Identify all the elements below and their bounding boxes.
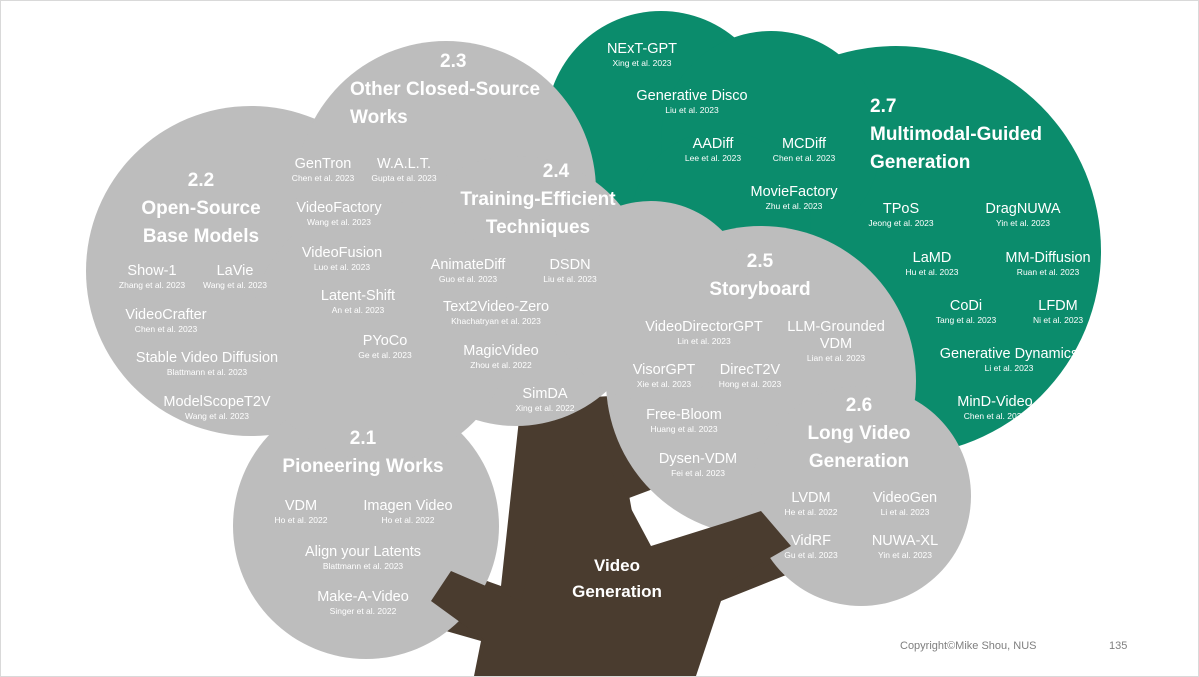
item-vdm[interactable]: VDM Ho et al. 2022 xyxy=(274,498,328,525)
item-lavie[interactable]: LaVie Wang et al. 2023 xyxy=(203,263,267,290)
section-2-2-heading: 2.2 Open-Source Base Models xyxy=(141,170,261,247)
section-2-1-heading: 2.1 Pioneering Works xyxy=(282,428,444,477)
item-lfdm[interactable]: LFDM Ni et al. 2023 xyxy=(1032,298,1084,325)
item-dragnuwa[interactable]: DragNUWA Yin et al. 2023 xyxy=(985,201,1061,228)
section-2-6-heading: 2.6 Long Video Generation xyxy=(807,395,911,472)
item-codi[interactable]: CoDi Tang et al. 2023 xyxy=(935,298,997,325)
item-videocrafter[interactable]: VideoCrafter Chen et al. 2023 xyxy=(125,307,207,334)
item-videodirectorgpt[interactable]: VideoDirectorGPT Lin et al. 2023 xyxy=(645,319,763,346)
item-dsdn[interactable]: DSDN Liu et al. 2023 xyxy=(543,257,597,284)
item-modelscopet2v[interactable]: ModelScopeT2V Wang et al. 2023 xyxy=(163,394,271,421)
section-2-5-heading: 2.5 Storyboard xyxy=(709,251,811,300)
item-make-a-video[interactable]: Make-A-Video Singer et al. 2022 xyxy=(317,589,409,616)
item-free-bloom[interactable]: Free-Bloom Huang et al. 2023 xyxy=(646,407,722,434)
item-pyoco[interactable]: PYoCo Ge et al. 2023 xyxy=(358,333,412,360)
copyright-text: Copyright©Mike Shou, NUS xyxy=(900,640,1037,652)
item-animatediff[interactable]: AnimateDiff Guo et al. 2023 xyxy=(430,257,506,284)
item-show-1[interactable]: Show-1 Zhang et al. 2023 xyxy=(118,263,186,290)
item-videogen[interactable]: VideoGen Li et al. 2023 xyxy=(872,490,938,517)
item-simda[interactable]: SimDA Xing et al. 2022 xyxy=(515,386,575,413)
item-nuwa-xl[interactable]: NUWA-XL Yin et al. 2023 xyxy=(871,533,939,560)
item-align-your-latents[interactable]: Align your Latents Blattmann et al. 2023 xyxy=(304,544,422,571)
item-tpos[interactable]: TPoS Jeong et al. 2023 xyxy=(868,201,934,228)
item-mm-diffusion[interactable]: MM-Diffusion Ruan et al. 2023 xyxy=(1005,250,1091,277)
item-gentron[interactable]: GenTron Chen et al. 2023 xyxy=(291,156,355,183)
item-text2video-zero[interactable]: Text2Video-Zero Khachatryan et al. 2023 xyxy=(442,299,550,326)
item-latent-shift[interactable]: Latent-Shift An et al. 2023 xyxy=(320,288,396,315)
item-generative-disco[interactable]: Generative Disco Liu et al. 2023 xyxy=(636,88,748,115)
item-lvdm[interactable]: LVDM He et al. 2022 xyxy=(784,490,838,517)
gray-canopy xyxy=(86,41,971,659)
tree-trunk-front xyxy=(431,431,791,676)
item-lamd[interactable]: LaMD Hu et al. 2023 xyxy=(905,250,959,277)
item-vidrf[interactable]: VidRF Gu et al. 2023 xyxy=(784,533,838,560)
item-aadiff[interactable]: AADiff Lee et al. 2023 xyxy=(684,136,742,163)
item-videofactory[interactable]: VideoFactory Wang et al. 2023 xyxy=(296,200,382,227)
item-videofusion[interactable]: VideoFusion Luo et al. 2023 xyxy=(301,245,383,272)
section-2-7-heading: 2.7 Multimodal-Guided Generation xyxy=(870,96,1043,173)
item-next-gpt[interactable]: NExT-GPT Xing et al. 2023 xyxy=(606,41,678,68)
item-walt[interactable]: W.A.L.T. Gupta et al. 2023 xyxy=(371,156,437,183)
item-magicvideo[interactable]: MagicVideo Zhou et al. 2022 xyxy=(463,343,539,370)
item-dysen-vdm[interactable]: Dysen-VDM Fei et al. 2023 xyxy=(658,451,738,478)
item-mcdiff[interactable]: MCDiff Chen et al. 2023 xyxy=(772,136,836,163)
item-generative-dynamics[interactable]: Generative Dynamics Li et al. 2023 xyxy=(939,346,1079,373)
item-visorgpt[interactable]: VisorGPT Xie et al. 2023 xyxy=(632,362,696,389)
item-moviefactory[interactable]: MovieFactory Zhu et al. 2023 xyxy=(750,184,838,211)
item-llm-grounded-vdm[interactable]: LLM-Grounded VDM Lian et al. 2023 xyxy=(787,319,885,363)
item-imagen-video[interactable]: Imagen Video Ho et al. 2022 xyxy=(363,498,453,525)
item-stable-video-diffusion[interactable]: Stable Video Diffusion Blattmann et al. 2… xyxy=(135,350,279,377)
trunk-label: Video Generation xyxy=(572,556,662,601)
item-direct2v[interactable]: DirecT2V Hong et al. 2023 xyxy=(718,362,782,389)
green-canopy xyxy=(546,11,1101,456)
section-2-4-heading: 2.4 Training-Efficient Techniques xyxy=(460,161,616,238)
page-number: 135 xyxy=(1109,640,1128,652)
item-mind-video[interactable]: MinD-Video Chen et al. 2023 xyxy=(957,394,1033,421)
section-2-3-heading: 2.3 Other Closed-Source Works xyxy=(350,51,541,128)
